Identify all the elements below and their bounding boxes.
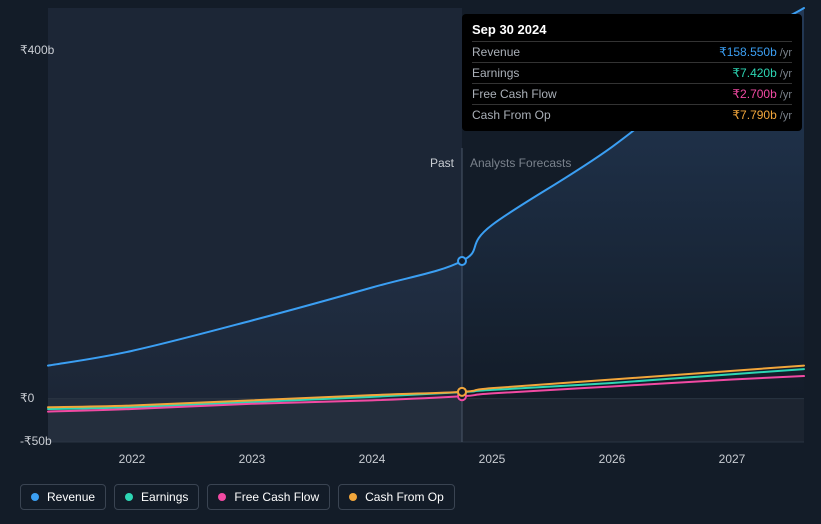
y-axis-tick: ₹400b xyxy=(20,43,54,57)
legend-item-fcf[interactable]: Free Cash Flow xyxy=(207,484,330,510)
y-axis-tick: ₹0 xyxy=(20,391,34,405)
tooltip-row-value: ₹158.550b xyxy=(719,45,777,59)
legend-dot-icon xyxy=(125,493,133,501)
legend-item-label: Revenue xyxy=(47,490,95,504)
past-label: Past xyxy=(430,156,454,170)
x-axis-tick: 2023 xyxy=(239,452,266,466)
x-axis-tick: 2027 xyxy=(719,452,746,466)
legend-item-label: Free Cash Flow xyxy=(234,490,319,504)
legend-item-label: Earnings xyxy=(141,490,188,504)
tooltip-title: Sep 30 2024 xyxy=(472,22,792,37)
chart-tooltip: Sep 30 2024 Revenue ₹158.550b/yr Earnings ₹… xyxy=(462,14,802,131)
legend-item-label: Cash From Op xyxy=(365,490,444,504)
tooltip-row-value: ₹7.790b xyxy=(732,108,776,122)
tooltip-row-unit: /yr xyxy=(780,68,792,80)
legend-dot-icon xyxy=(349,493,357,501)
tooltip-row-unit: /yr xyxy=(780,47,792,59)
tooltip-row-label: Revenue xyxy=(472,45,520,59)
tooltip-row-label: Cash From Op xyxy=(472,108,551,122)
legend-item-earnings[interactable]: Earnings xyxy=(114,484,199,510)
y-axis-tick: -₹50b xyxy=(20,434,52,448)
tooltip-row-value: ₹7.420b xyxy=(732,66,776,80)
tooltip-row-revenue: Revenue ₹158.550b/yr xyxy=(472,41,792,62)
chart-legend: Revenue Earnings Free Cash Flow Cash From O… xyxy=(20,484,455,510)
tooltip-row-cfo: Cash From Op ₹7.790b/yr xyxy=(472,104,792,125)
x-axis-tick: 2024 xyxy=(359,452,386,466)
forecast-label: Analysts Forecasts xyxy=(470,156,571,170)
legend-dot-icon xyxy=(31,493,39,501)
revenue-marker xyxy=(458,257,466,265)
tooltip-row-label: Free Cash Flow xyxy=(472,87,557,101)
x-axis-tick: 2026 xyxy=(599,452,626,466)
legend-dot-icon xyxy=(218,493,226,501)
legend-item-cfo[interactable]: Cash From Op xyxy=(338,484,455,510)
tooltip-row-unit: /yr xyxy=(780,110,792,122)
financials-forecast-chart: ₹400b ₹0 -₹50b 2022 2023 2024 2025 2026 2027 Pa… xyxy=(0,0,821,524)
tooltip-row-earnings: Earnings ₹7.420b/yr xyxy=(472,62,792,83)
legend-item-revenue[interactable]: Revenue xyxy=(20,484,106,510)
tooltip-row-label: Earnings xyxy=(472,66,519,80)
tooltip-row-value: ₹2.700b xyxy=(732,87,776,101)
x-axis-tick: 2022 xyxy=(119,452,146,466)
x-axis-tick: 2025 xyxy=(479,452,506,466)
tooltip-row-unit: /yr xyxy=(780,89,792,101)
tooltip-row-fcf: Free Cash Flow ₹2.700b/yr xyxy=(472,83,792,104)
cfo-marker xyxy=(458,388,466,396)
